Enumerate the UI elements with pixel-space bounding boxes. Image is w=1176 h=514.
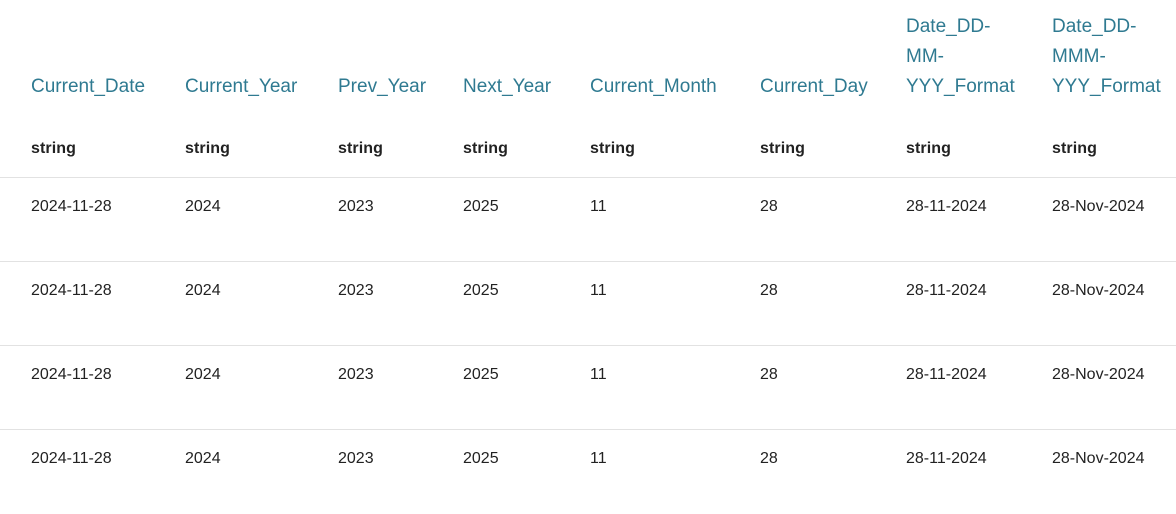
table-cell: 28 [760,366,778,383]
table-cell: 2024 [185,366,221,383]
table-cell: 28-Nov-2024 [1052,282,1145,299]
table-cell: 2024-11-28 [31,366,112,383]
column-header-date-dd-mmm-yyy[interactable]: Date_DD-MMM-YYY_Format [1052,16,1161,97]
table-cell: 28 [760,282,778,299]
table-cell: 2025 [463,198,499,215]
table-cell: 2025 [463,450,499,467]
column-type: string [338,140,384,157]
column-type: string [1052,140,1098,157]
table-cell: 28-11-2024 [906,198,987,215]
column-type-row: string string string string string strin… [0,122,1176,178]
table-cell: 2024 [185,450,221,467]
table-cell: 28-Nov-2024 [1052,450,1145,467]
table-cell: 2025 [463,366,499,383]
column-header-date-dd-mm-yyy[interactable]: Date_DD-MM-YYY_Format [906,16,1015,97]
column-header-current-year[interactable]: Current_Year [185,76,298,97]
column-header-current-day[interactable]: Current_Day [760,76,868,97]
column-header-row: Current_Date Current_Year Prev_Year Next… [0,0,1176,122]
table-cell: 11 [590,450,607,467]
table-cell: 2024 [185,198,221,215]
table-cell: 2023 [338,450,374,467]
column-header-current-month[interactable]: Current_Month [590,76,717,97]
column-type: string [31,140,77,157]
table-row: 2024-11-28 2024 2023 2025 11 28 28-11-20… [0,178,1176,262]
table-cell: 11 [590,366,607,383]
table-cell: 2024-11-28 [31,450,112,467]
table-cell: 28-11-2024 [906,366,987,383]
table-cell: 28 [760,198,778,215]
table-cell: 2025 [463,282,499,299]
table-cell: 28-Nov-2024 [1052,198,1145,215]
table-cell: 2024-11-28 [31,282,112,299]
table-row: 2024-11-28 2024 2023 2025 11 28 28-11-20… [0,346,1176,430]
table-cell: 28-11-2024 [906,450,987,467]
table-cell: 28-11-2024 [906,282,987,299]
column-type: string [463,140,509,157]
column-type: string [906,140,952,157]
table-cell: 2024-11-28 [31,198,112,215]
table-cell: 2023 [338,198,374,215]
table-cell: 28 [760,450,778,467]
table-cell: 11 [590,282,607,299]
column-header-next-year[interactable]: Next_Year [463,76,552,97]
column-header-current-date[interactable]: Current_Date [31,76,146,97]
table-cell: 11 [590,198,607,215]
column-header-prev-year[interactable]: Prev_Year [338,76,427,97]
column-type: string [760,140,806,157]
table-row: 2024-11-28 2024 2023 2025 11 28 28-11-20… [0,430,1176,514]
table-cell: 28-Nov-2024 [1052,366,1145,383]
table-cell: 2024 [185,282,221,299]
table-cell: 2023 [338,366,374,383]
table-cell: 2023 [338,282,374,299]
table-row: 2024-11-28 2024 2023 2025 11 28 28-11-20… [0,262,1176,346]
column-type: string [185,140,231,157]
column-type: string [590,140,636,157]
